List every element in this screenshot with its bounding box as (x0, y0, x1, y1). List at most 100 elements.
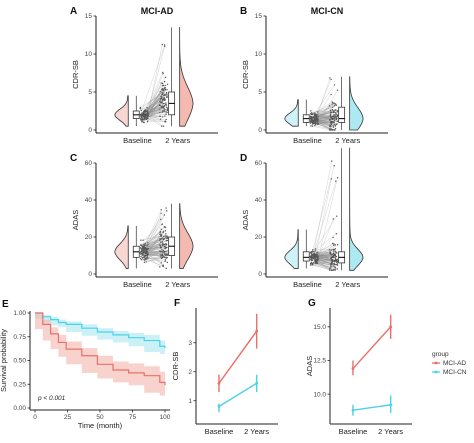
data-point (333, 265, 335, 267)
paired-line (317, 254, 333, 257)
x-tick-label: Baseline (123, 136, 152, 145)
data-point (165, 242, 167, 245)
data-point (309, 113, 312, 115)
data-point (161, 82, 164, 85)
data-point (334, 115, 336, 117)
data-point (310, 120, 312, 123)
legend: group MCI-AD MCI-CN (432, 351, 467, 376)
data-point (336, 120, 339, 122)
data-point (310, 118, 313, 121)
data-point (312, 249, 314, 251)
series-mci-cn (217, 374, 259, 413)
data-point (316, 123, 319, 125)
data-point (332, 256, 335, 258)
2-years-violin (349, 147, 364, 271)
data-point (142, 121, 144, 123)
data-point (166, 250, 168, 252)
observation-points (309, 160, 339, 271)
data-point (140, 255, 142, 258)
data-point (310, 250, 312, 253)
panel-D: 0 20 40 60 ADAS D Baseline 2 Years (240, 147, 388, 289)
observation-points (309, 77, 339, 131)
data-point (159, 233, 161, 235)
y-tick-label: 5 (258, 89, 262, 96)
data-point (143, 117, 145, 119)
data-point (161, 256, 164, 259)
y-tick-label: 0.75 (13, 334, 26, 341)
data-point (141, 112, 143, 114)
data-point (161, 125, 163, 127)
x-tick-label: 2 Years (165, 280, 190, 289)
paired-line (146, 44, 163, 119)
data-point (162, 110, 164, 112)
y-tick-label: 3 (188, 340, 192, 347)
data-point (309, 264, 312, 266)
data-point (163, 243, 166, 246)
data-point (166, 94, 168, 96)
data-point (147, 257, 149, 259)
data-point (334, 248, 337, 250)
data-point (141, 116, 143, 118)
data-point (332, 129, 334, 131)
data-point (335, 123, 338, 125)
paired-line (144, 259, 166, 262)
data-point (334, 258, 337, 260)
panel-C: 0 20 40 60 ADAS C Baseline 2 Years (70, 153, 218, 289)
data-point (159, 98, 162, 100)
data-point (162, 230, 165, 233)
paired-line (147, 257, 166, 261)
data-point (165, 244, 167, 246)
data-point (314, 259, 316, 261)
data-point (334, 266, 336, 269)
data-point (164, 230, 167, 232)
paired-line (146, 249, 164, 266)
data-point (333, 123, 335, 126)
data-point (335, 233, 338, 235)
survival-curve-mci-ad (35, 312, 166, 386)
data-point (166, 237, 169, 239)
data-point (329, 121, 332, 123)
x-tick-label: 2 Years (335, 280, 360, 289)
paired-line (315, 178, 332, 257)
x-tick-label: 0 (33, 414, 37, 421)
data-point (161, 241, 164, 243)
y-tick-label: 0.25 (13, 381, 26, 388)
data-point (165, 239, 168, 242)
data-point (316, 111, 319, 113)
baseline-boxplot (132, 95, 140, 127)
data-point (144, 249, 147, 251)
data-point (161, 105, 164, 107)
y-tick-label: 0.00 (13, 405, 26, 412)
data-point (163, 214, 166, 216)
data-point (336, 244, 339, 246)
x-tick-label: 2 Years (335, 136, 360, 145)
paired-line (315, 216, 337, 250)
panel-title: MCI-AD (141, 6, 174, 16)
data-point (335, 259, 337, 261)
data-point (165, 102, 167, 104)
paired-line (140, 235, 162, 241)
data-point (309, 256, 312, 258)
data-point (165, 93, 167, 96)
data-point (331, 256, 334, 258)
y-tick-label: 5 (88, 89, 92, 96)
paired-line (313, 103, 334, 114)
data-point (333, 114, 335, 116)
data-point (329, 125, 331, 128)
data-point (332, 125, 334, 127)
y-tick-label: 10.0 (313, 391, 326, 398)
data-point (161, 249, 163, 251)
data-point (335, 104, 337, 107)
data-point (146, 256, 148, 259)
data-point (139, 118, 142, 120)
mean-point (255, 381, 259, 385)
paired-line (314, 253, 338, 260)
data-point (331, 116, 333, 118)
data-point (160, 82, 162, 84)
data-point (311, 252, 313, 254)
data-point (144, 242, 146, 245)
data-point (336, 111, 339, 113)
data-point (333, 268, 335, 271)
data-point (166, 111, 168, 114)
